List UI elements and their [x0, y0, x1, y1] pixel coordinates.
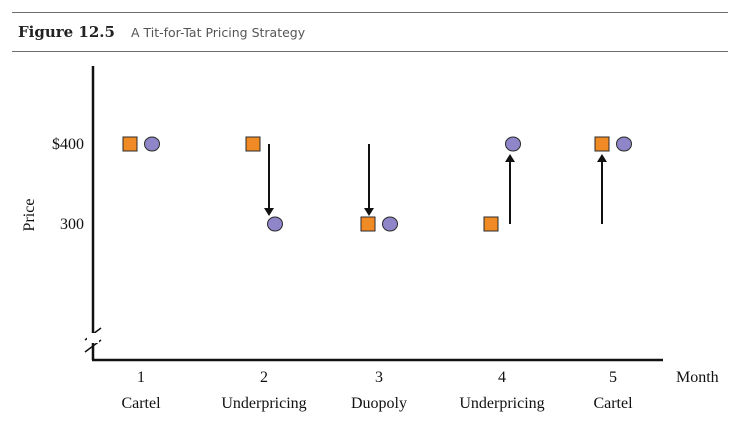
x-tick-label: 4	[498, 369, 506, 386]
square-point	[122, 136, 138, 152]
y-tick-label: $400	[52, 136, 84, 153]
x-tick-label: 5	[609, 369, 617, 386]
circle-point	[267, 216, 283, 232]
axis-break-gap	[87, 333, 99, 343]
category-label: Cartel	[593, 395, 633, 412]
y-axis-label: Price	[21, 199, 38, 232]
y-tick-label: 300	[60, 216, 84, 233]
square-point	[245, 136, 261, 152]
x-axis-label: Month	[676, 369, 719, 386]
axes: Price Month	[21, 66, 719, 386]
circle-point	[616, 136, 632, 152]
figure-title: A Tit-for-Tat Pricing Strategy	[130, 24, 306, 40]
x-tick-label: 3	[375, 369, 383, 386]
category-label: Cartel	[121, 395, 161, 412]
category-label: Underpricing	[221, 395, 306, 412]
category-label: Duopoly	[351, 395, 407, 412]
x-tick-label: 1	[137, 369, 145, 386]
figure-header: Figure 12.5 A Tit-for-Tat Pricing Strate…	[12, 12, 728, 52]
circle-point	[505, 136, 521, 152]
circle-point	[382, 216, 398, 232]
x-tick-label: 2	[260, 369, 268, 386]
square-point	[594, 136, 610, 152]
category-label: Underpricing	[459, 395, 544, 412]
square-point	[483, 216, 499, 232]
square-point	[360, 216, 376, 232]
figure-label: Figure 12.5	[18, 23, 115, 41]
circle-point	[144, 136, 160, 152]
